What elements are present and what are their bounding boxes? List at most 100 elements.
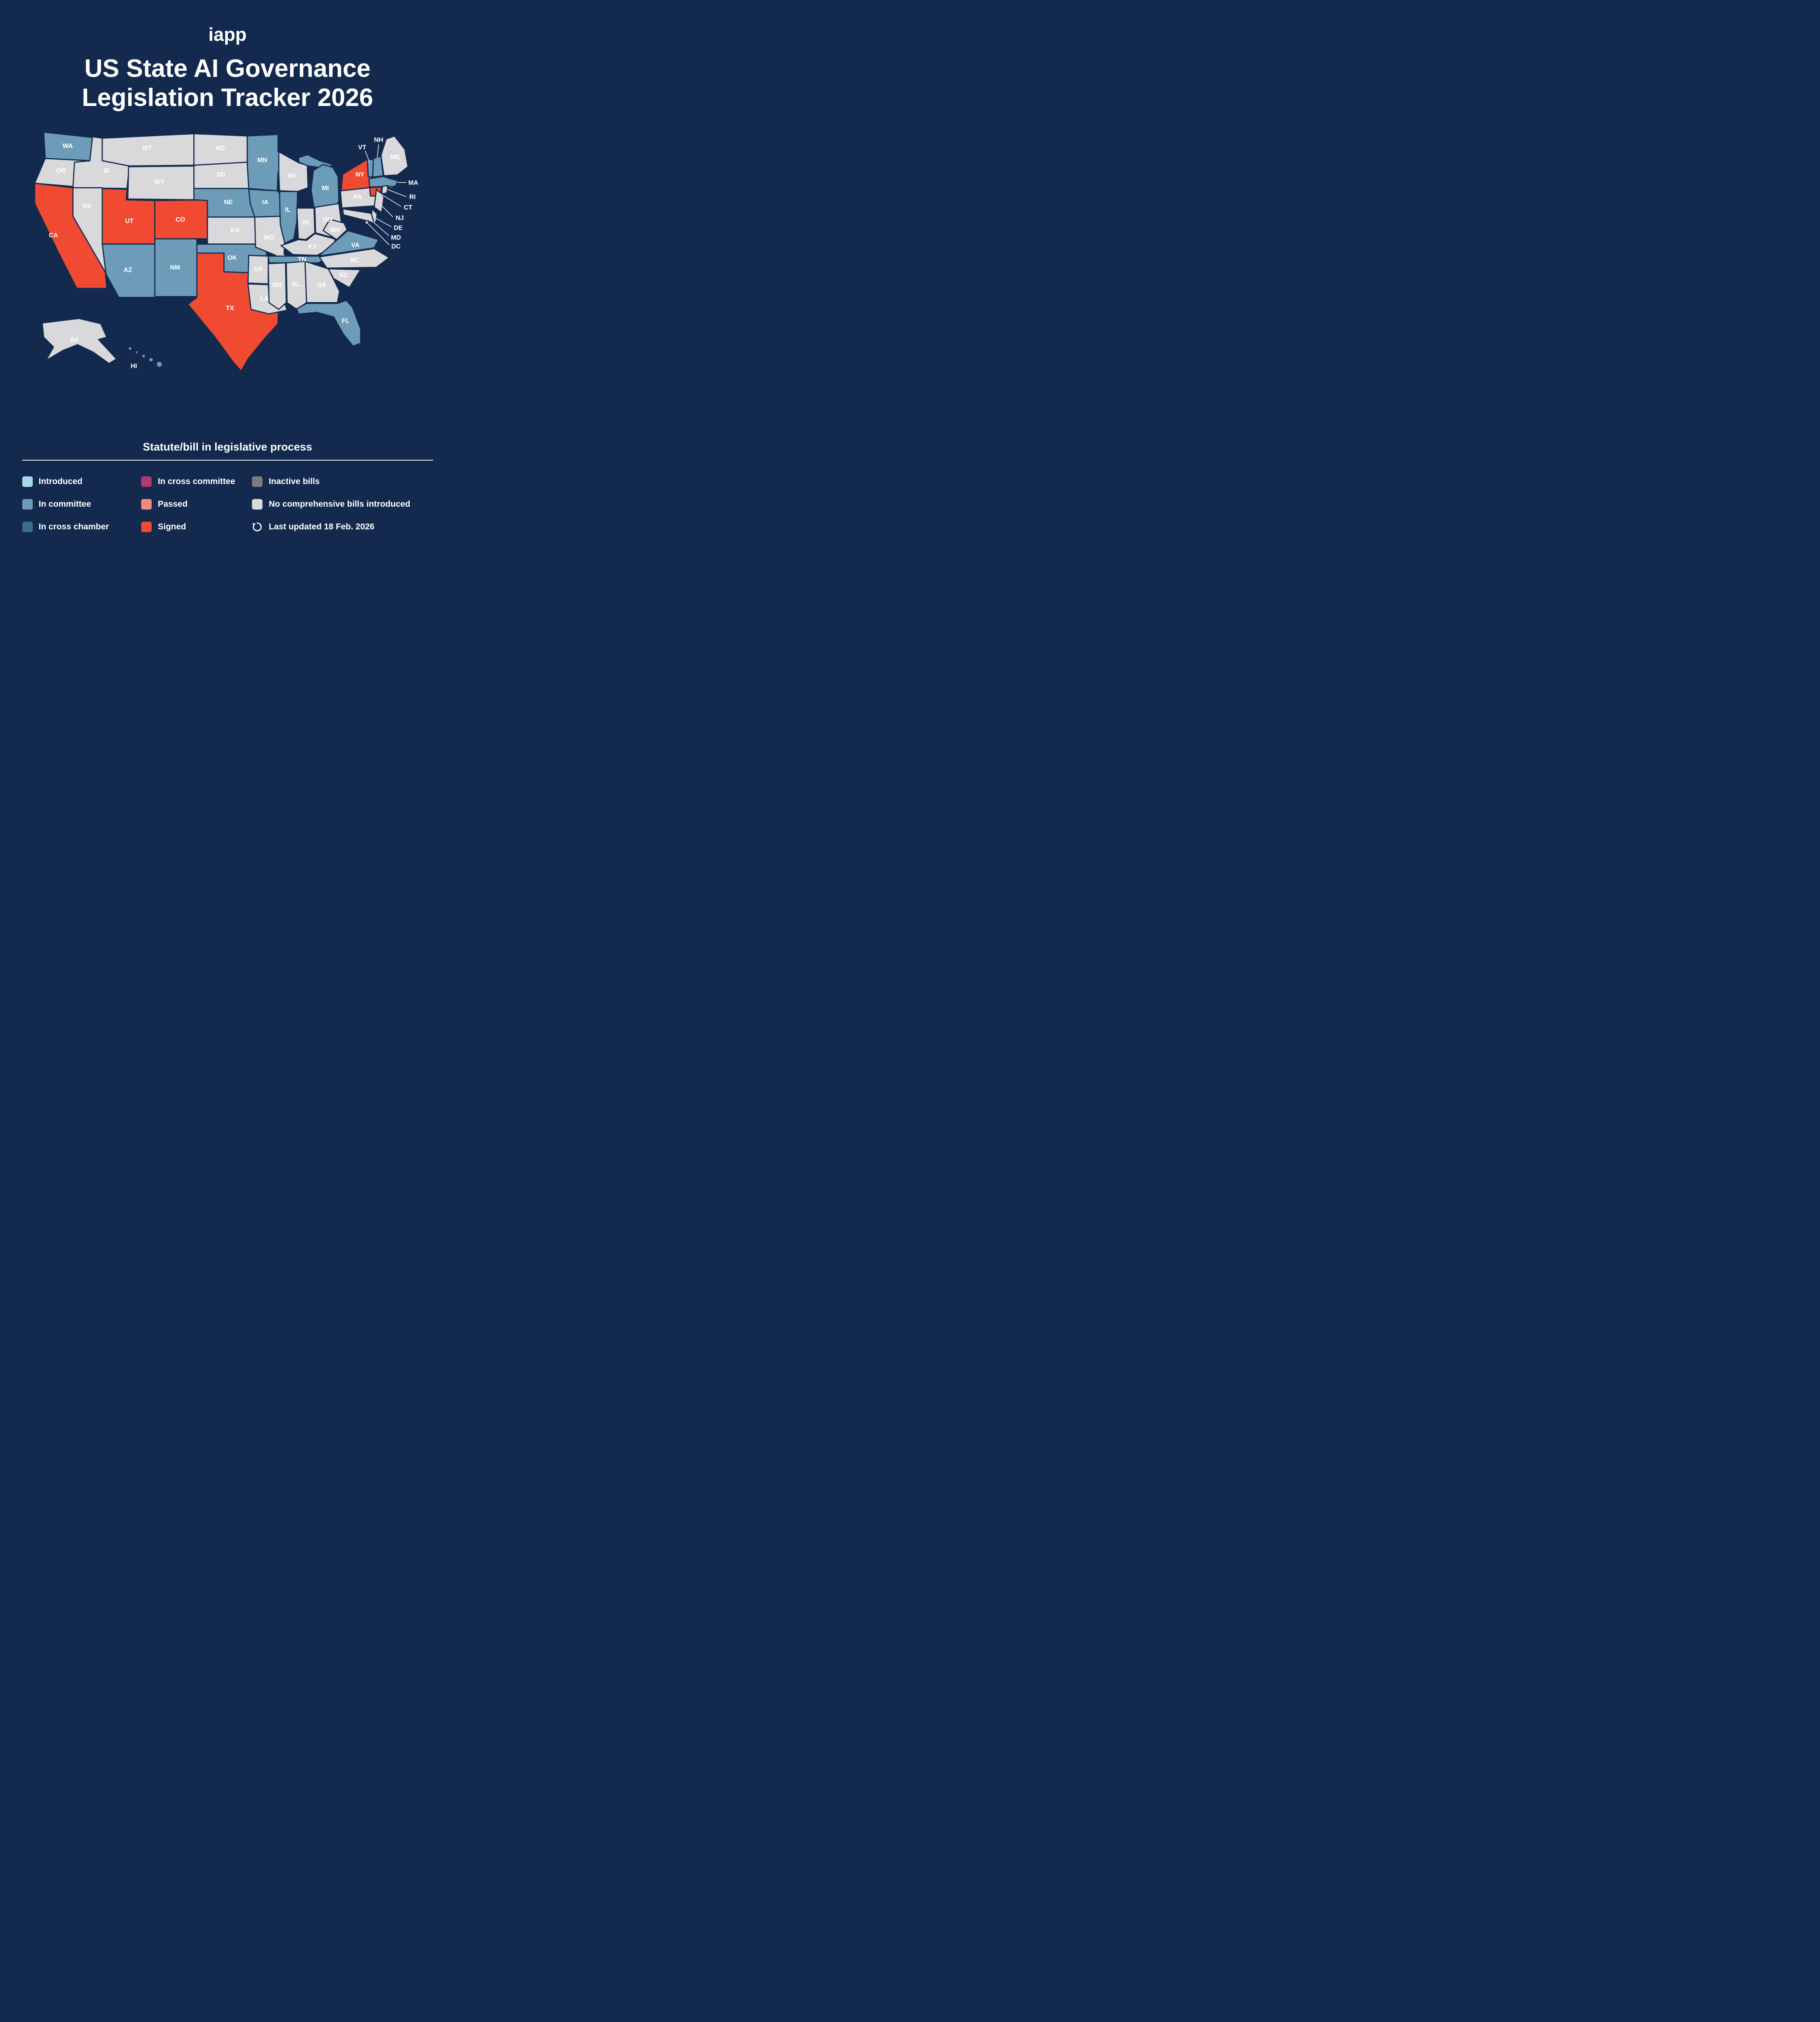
legend-swatch-inactive-bills (252, 476, 263, 487)
state-label-la: LA (260, 295, 269, 302)
state-label-ia: IA (262, 199, 268, 206)
state-labels: WA OR CA NV ID MT WY UT CO AZ NM ND SD N… (49, 137, 418, 370)
state-fl (296, 300, 361, 347)
state-label-ca: CA (49, 232, 58, 239)
state-label-ky: KY (308, 243, 317, 250)
state-label-nc: NC (350, 257, 359, 264)
state-label-ri: RI (409, 194, 415, 201)
legend-grid: Introduced In committee In cross chamber… (22, 470, 433, 538)
state-ak (41, 317, 117, 364)
title-line-2: Legislation Tracker 2026 (82, 83, 373, 112)
legend-item-passed: Passed (141, 499, 252, 510)
legend-item-in-committee: In committee (22, 499, 142, 510)
legend-swatch-no-bills (252, 499, 263, 510)
state-label-ok: OK (227, 254, 237, 261)
legend-label-in-cross-committee: In cross committee (158, 476, 235, 486)
state-label-sd: SD (216, 171, 225, 178)
state-label-ct: CT (404, 204, 412, 211)
state-label-az: AZ (123, 266, 132, 273)
legend: Statute/bill in legislative process Intr… (22, 441, 433, 538)
callout-line-ri (386, 189, 406, 197)
callout-line-ct (377, 192, 401, 207)
state-md (342, 208, 375, 224)
callout-line-nh (377, 144, 379, 158)
state-ga (304, 260, 340, 303)
callout-line-nj (380, 205, 393, 218)
legend-label-in-committee: In committee (38, 499, 91, 509)
state-label-wi: WI (288, 173, 295, 180)
state-hi (127, 346, 133, 351)
state-mn (246, 133, 300, 191)
legend-label-in-cross-chamber: In cross chamber (38, 522, 109, 531)
state-label-nh: NH (374, 137, 383, 144)
state-label-al: AL (292, 281, 300, 288)
state-wv (322, 218, 348, 240)
state-label-ak: AK (70, 336, 79, 343)
callout-line-md (372, 221, 389, 236)
state-label-wa: WA (62, 143, 72, 150)
state-label-ma: MA (408, 180, 418, 186)
legend-swatch-introduced (22, 476, 33, 487)
state-label-ga: GA (317, 281, 326, 288)
state-ky (280, 233, 337, 256)
state-dc (364, 220, 369, 225)
callout-lines (364, 144, 406, 245)
callout-line-vt (364, 150, 370, 163)
state-va (317, 230, 379, 257)
state-nh (372, 155, 384, 178)
state-label-wv: WV (330, 227, 340, 234)
state-label-nm: NM (170, 264, 180, 271)
callout-line-de (375, 217, 392, 227)
state-me (380, 135, 408, 176)
state-label-nj: NJ (396, 215, 404, 222)
iapp-logo: iapp (208, 24, 247, 45)
state-hi (155, 360, 163, 368)
legend-item-inactive-bills: Inactive bills (252, 476, 433, 487)
state-shapes (34, 131, 408, 372)
state-label-ut: UT (125, 218, 133, 224)
state-ma (368, 176, 399, 188)
state-label-mn: MN (257, 157, 267, 164)
state-label-tn: TN (298, 256, 306, 263)
state-nc (318, 248, 390, 269)
state-mt (101, 133, 195, 167)
us-map: WA OR CA NV ID MT WY UT CO AZ NM ND SD N… (34, 131, 418, 372)
state-label-me: ME (390, 154, 400, 161)
state-label-ne: NE (224, 199, 233, 206)
last-updated-text: Last updated 18 Feb. 2026 (269, 522, 375, 531)
refresh-icon (252, 522, 262, 532)
state-ms (267, 262, 287, 310)
state-label-mt: MT (142, 145, 152, 152)
state-sc (327, 268, 361, 288)
state-label-dc: DC (391, 243, 400, 250)
state-in (296, 207, 315, 240)
state-label-co: CO (176, 216, 185, 223)
state-label-tx: TX (226, 305, 234, 312)
state-ri (381, 185, 388, 195)
state-hi (148, 357, 154, 363)
legend-item-signed: Signed (141, 521, 252, 532)
state-label-mo: MO (264, 234, 274, 241)
state-label-wy: WY (154, 179, 165, 186)
legend-label-signed: Signed (158, 522, 186, 531)
state-mi (310, 164, 339, 209)
legend-label-passed: Passed (158, 499, 188, 509)
legend-item-introduced: Introduced (22, 476, 142, 487)
state-label-mi: MI (322, 185, 329, 192)
state-hi (141, 353, 146, 359)
state-label-pa: PA (353, 194, 362, 201)
state-label-or: OR (56, 167, 66, 174)
legend-label-no-bills: No comprehensive bills introduced (269, 499, 411, 509)
state-label-oh: OH (323, 216, 332, 223)
state-label-fl: FL (341, 317, 349, 324)
state-label-de: DE (394, 224, 402, 231)
state-label-in: IN (303, 219, 309, 226)
state-label-nd: ND (216, 145, 225, 152)
legend-item-in-cross-chamber: In cross chamber (22, 521, 142, 532)
page-title: US State AI Governance Legislation Tracke… (0, 54, 455, 112)
state-az (101, 243, 155, 298)
last-updated: Last updated 18 Feb. 2026 (252, 522, 433, 532)
state-label-il: IL (285, 207, 290, 214)
legend-swatch-in-cross-committee (141, 476, 152, 487)
state-label-sc: SC (339, 272, 348, 279)
